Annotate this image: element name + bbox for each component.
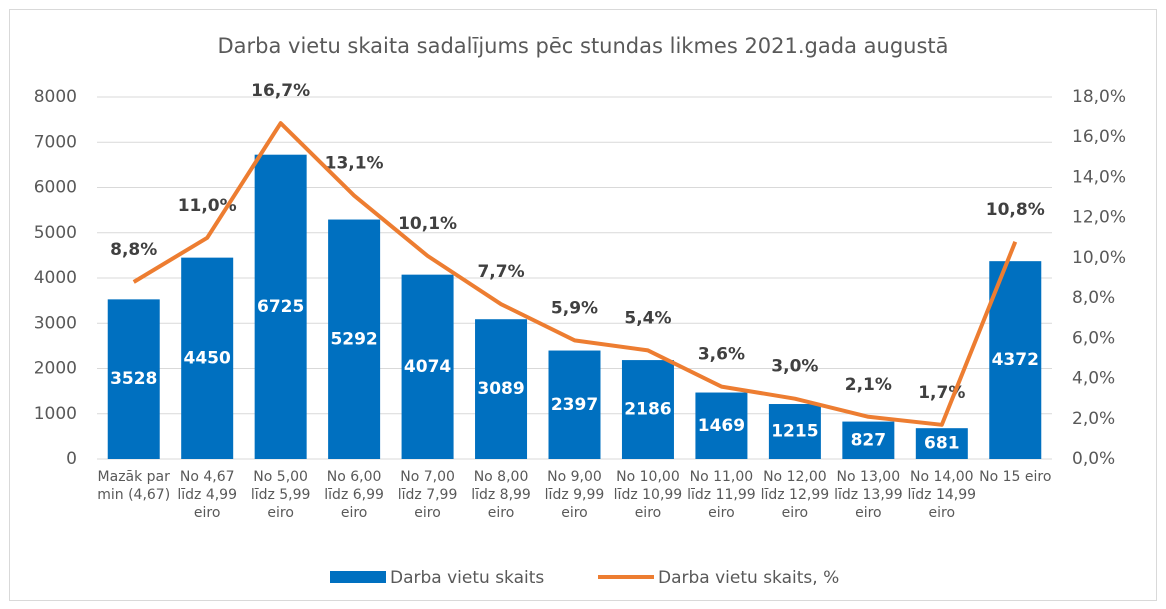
y2-tick-label: 10,0% [1072,248,1126,268]
bar [768,404,821,459]
line-label: 16,7% [251,81,310,101]
line-label: 10,8% [986,200,1045,220]
y-tick-label: 3000 [34,313,77,333]
bar-label: 2186 [624,400,671,420]
y2-tick-label: 2,0% [1072,409,1115,429]
bar [328,219,381,459]
x-tick-label: No 15 eiro [979,469,1052,485]
line-label: 5,9% [551,298,598,318]
bar-label: 3528 [110,369,157,389]
legend-label: Darba vietu skaits, % [658,568,839,588]
line-label: 13,1% [325,154,384,174]
y2-tick-label: 12,0% [1072,208,1126,228]
x-tick-label: No 7,00 līdz 7,99 eiro [397,469,458,521]
bar-label: 681 [924,434,960,454]
bar [254,154,307,459]
bar-label: 4372 [992,350,1039,370]
line-label: 3,0% [771,357,818,377]
legend-label: Darba vietu skaits [390,568,544,588]
x-tick-label: No 4,67 līdz 4,99 eiro [177,469,237,521]
bar [548,350,601,459]
x-tick-label: No 8,00 līdz 8,99 eiro [471,469,531,521]
bar-label: 5292 [330,329,377,349]
y-tick-label: 0 [66,449,77,469]
line-label: 11,0% [178,196,237,216]
legend-swatch [330,571,386,583]
bar-label: 827 [851,430,887,450]
y-tick-label: 2000 [34,359,77,379]
bar [695,392,748,459]
bar [621,360,674,459]
x-tick-label: Mazāk par min (4,67) [97,469,171,503]
x-tick-label: No 9,00 līdz 9,99 eiro [544,469,605,521]
y-tick-label: 6000 [34,178,77,198]
x-tick-label: No 6,00 līdz 6,99 eiro [324,469,384,521]
x-tick-label: No 13,00 līdz 13,99 eiro [834,469,903,521]
y2-tick-label: 16,0% [1072,127,1126,147]
bar [107,299,160,459]
line-label: 2,1% [845,375,892,395]
x-tick-label: No 5,00 līdz 5,99 eiro [250,469,311,521]
y-tick-label: 8000 [34,87,77,107]
line-label: 10,1% [398,214,457,234]
y2-tick-label: 8,0% [1072,288,1115,308]
bar-label: 2397 [551,395,598,415]
x-tick-label: No 12,00 līdz 12,99 eiro [760,469,830,521]
line-label: 5,4% [624,308,671,328]
y-tick-label: 7000 [34,132,77,152]
bar-label: 4450 [184,348,231,368]
y2-tick-label: 14,0% [1072,167,1126,187]
bar [475,319,528,459]
bar-label: 1469 [698,416,745,436]
bar [915,428,968,459]
bar [181,257,234,459]
line-label: 8,8% [110,240,157,260]
bar [989,261,1042,459]
y2-tick-label: 4,0% [1072,369,1115,389]
y-tick-label: 5000 [34,223,77,243]
bar-label: 4074 [404,357,451,377]
y2-tick-label: 18,0% [1072,87,1126,107]
y-tick-label: 1000 [34,404,77,424]
bar-label: 6725 [257,297,304,317]
chart-title: Darba vietu skaita sadalījums pēc stunda… [217,34,948,58]
y2-tick-label: 0,0% [1072,449,1115,469]
bar-label: 1215 [771,422,818,442]
y-tick-label: 4000 [34,268,77,288]
line-label: 3,6% [698,345,745,365]
x-tick-label: No 10,00 līdz 10,99 eiro [613,469,683,521]
bar-label: 3089 [477,379,524,399]
line [132,121,1018,427]
x-tick-label: No 14,00 līdz 14,99 eiro [907,469,977,521]
x-tick-label: No 11,00 līdz 11,99 eiro [687,469,756,521]
line-label: 7,7% [477,262,524,282]
bar [842,421,895,459]
y2-tick-label: 6,0% [1072,328,1115,348]
bar [401,274,454,459]
